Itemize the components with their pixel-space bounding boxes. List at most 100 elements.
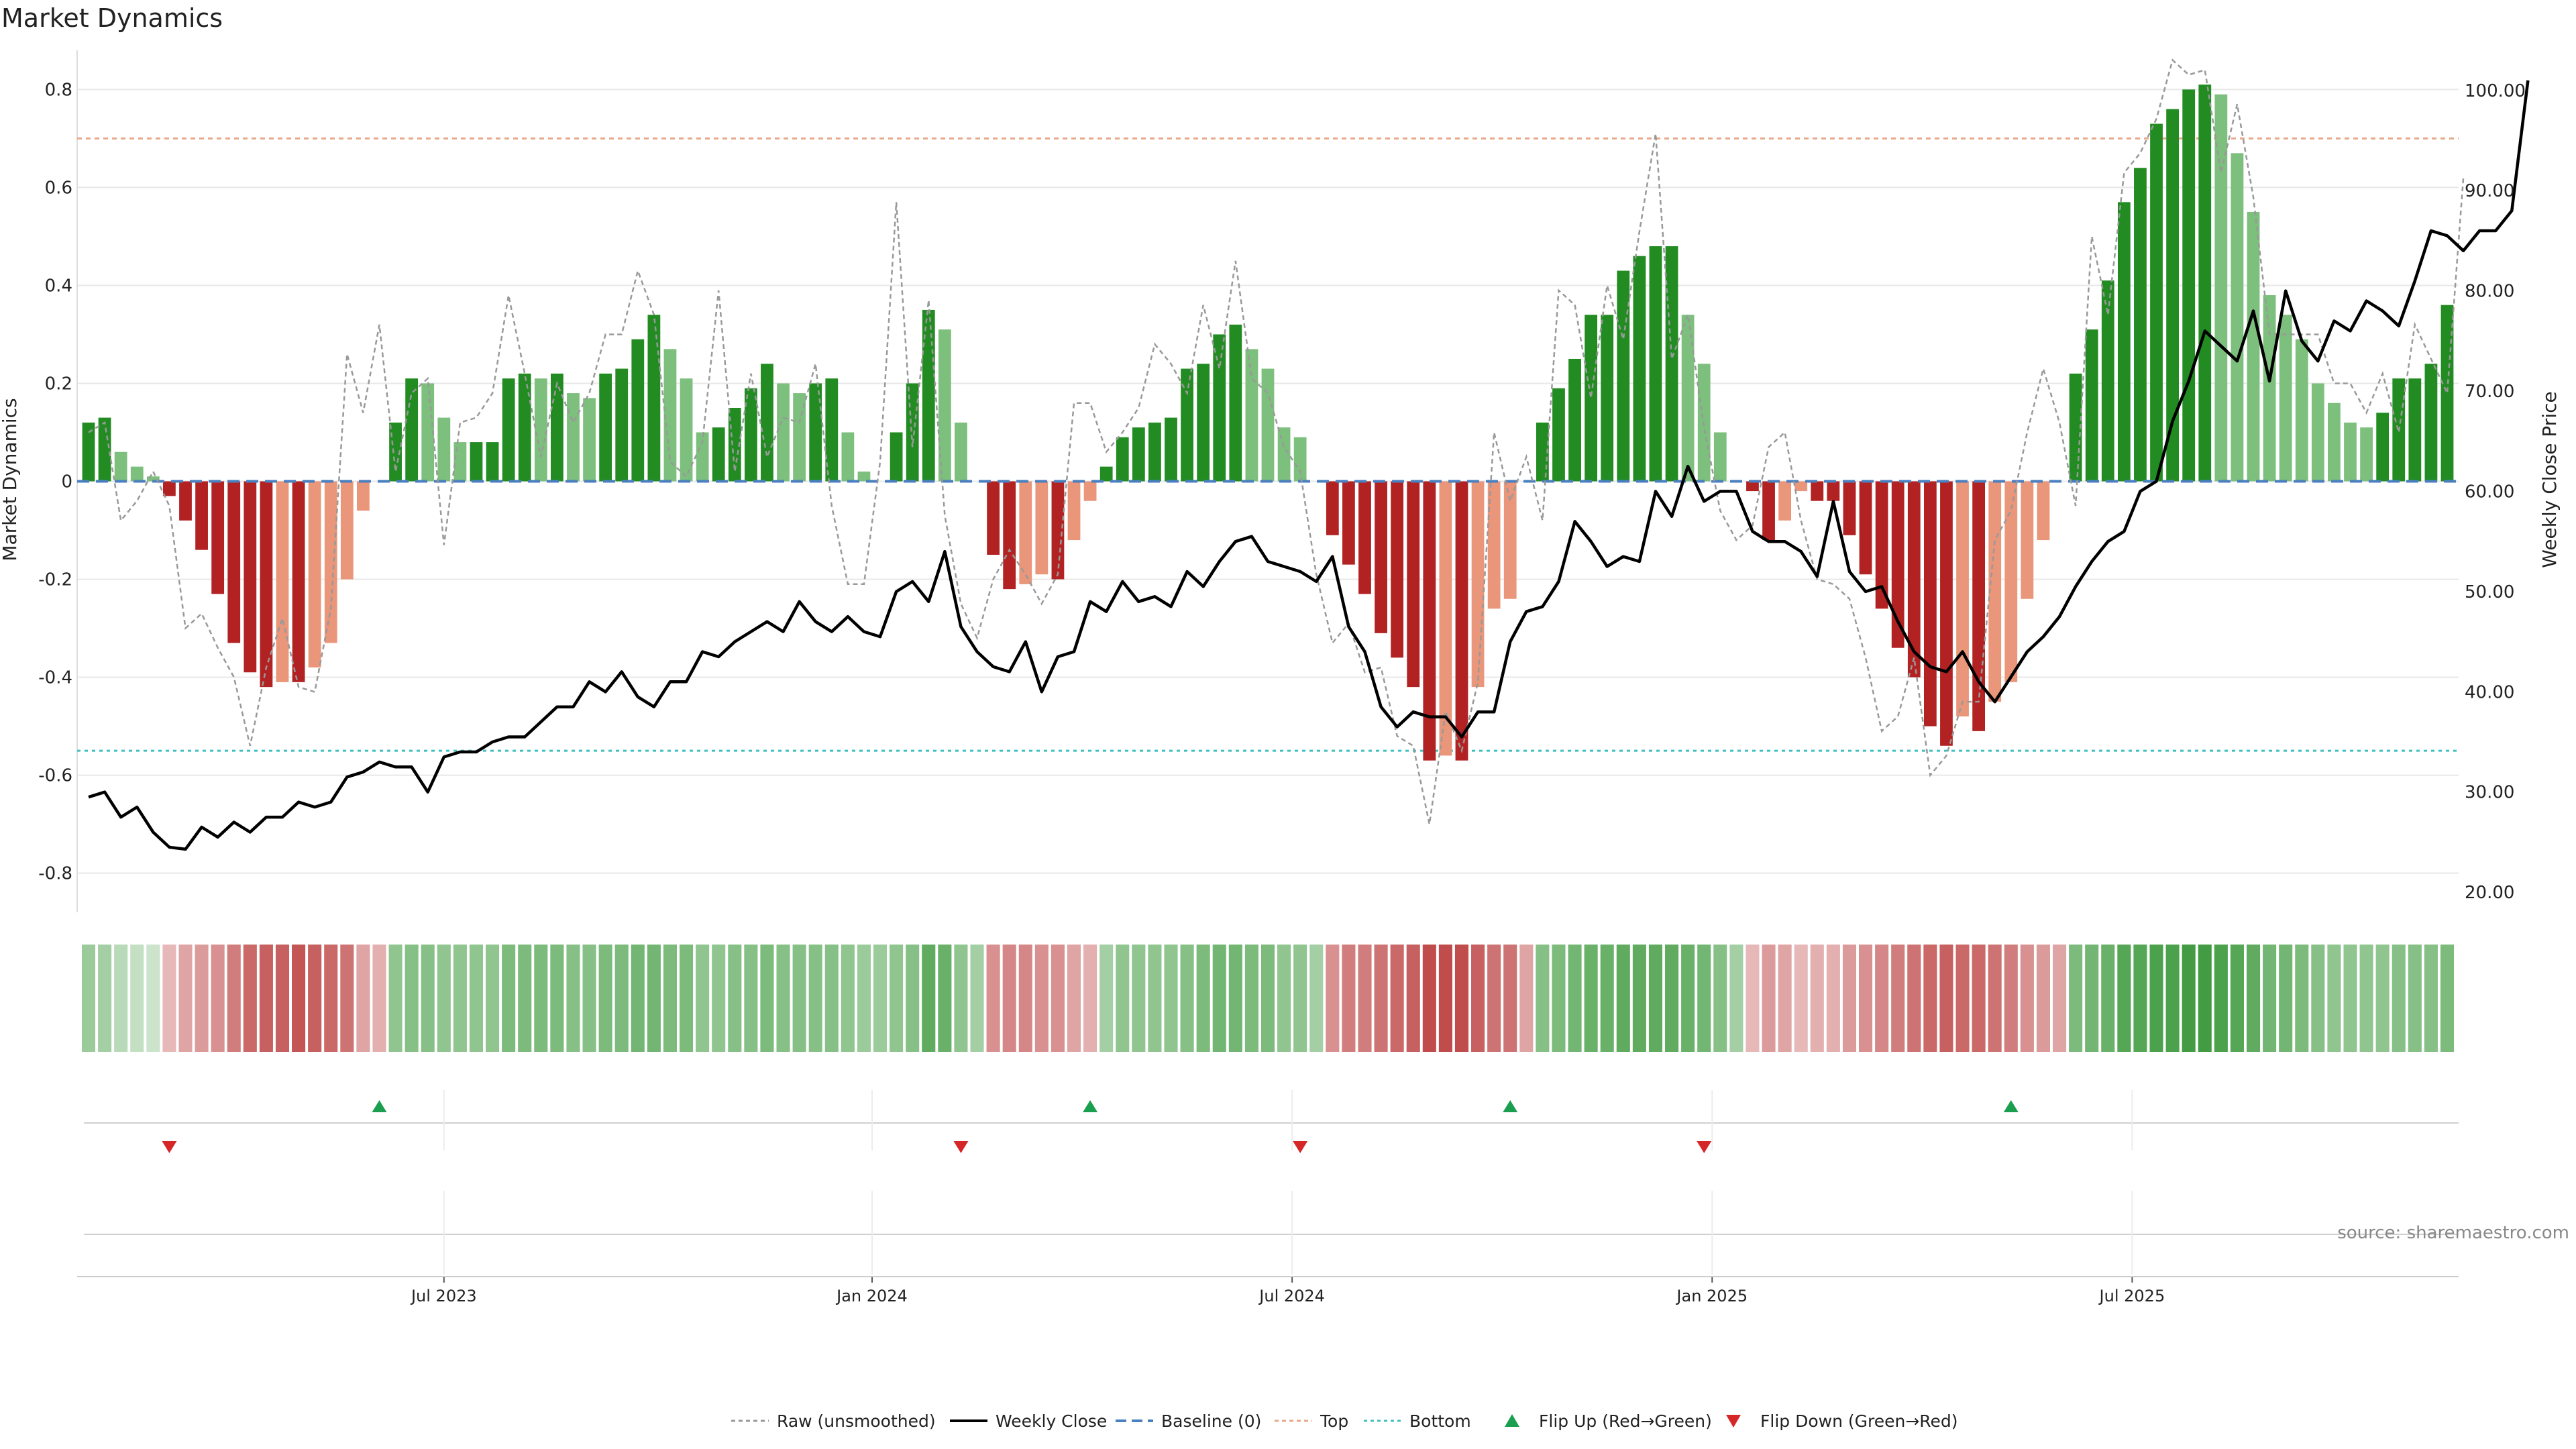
heat-cell <box>1681 945 1695 1052</box>
heat-cell <box>986 945 1000 1052</box>
smoothed-bar <box>841 432 855 482</box>
heat-cell <box>1503 945 1517 1052</box>
smoothed-bar <box>1923 481 1937 727</box>
heat-cell <box>1228 945 1242 1052</box>
x-tick-label: Jul 2025 <box>2098 1287 2165 1305</box>
heat-cell <box>744 945 758 1052</box>
smoothed-bar <box>663 349 677 482</box>
smoothed-bar <box>2344 422 2357 482</box>
heat-cell <box>2311 945 2325 1052</box>
heat-cell <box>243 945 257 1052</box>
smoothed-bar <box>1083 481 1097 501</box>
heat-cell <box>2230 945 2244 1052</box>
y-right-tick-label: 60.00 <box>2465 482 2514 502</box>
smoothed-bar <box>1245 349 1258 482</box>
heat-cell <box>130 945 144 1052</box>
heat-cell <box>1665 945 1679 1052</box>
smoothed-bar <box>340 481 354 580</box>
smoothed-bar <box>809 383 822 482</box>
heat-cell <box>1955 945 1970 1052</box>
heat-cell <box>1471 945 1485 1052</box>
x-axis: Jul 2023 Jan 2024 Jul 2024 Jan 2025 Jul 2025 <box>77 1090 2459 1305</box>
smoothed-bar <box>1035 481 1049 575</box>
legend-flip-down-swatch <box>1726 1415 1741 1428</box>
heat-cell <box>1067 945 1081 1052</box>
smoothed-bar <box>1940 481 1953 746</box>
smoothed-bar <box>1794 481 1808 492</box>
smoothed-bar <box>2134 168 2147 482</box>
flip-down-marker <box>1293 1141 1308 1153</box>
legend-label-close: Weekly Close <box>996 1411 1107 1431</box>
heat-cell <box>1778 945 1792 1052</box>
smoothed-bar <box>938 329 951 482</box>
y-left-tick-label: 0.2 <box>45 374 72 394</box>
smoothed-bar <box>1067 481 1081 541</box>
heat-cell <box>631 945 645 1052</box>
smoothed-bar <box>292 481 305 682</box>
smoothed-bar <box>1778 481 1792 521</box>
smoothed-bar <box>1633 256 1646 482</box>
weekly-close-line <box>88 80 2530 851</box>
heat-cell <box>647 945 661 1052</box>
smoothed-bar <box>2004 481 2018 682</box>
smoothed-bar <box>357 481 370 511</box>
heat-cell <box>728 945 742 1052</box>
heat-cell <box>2327 945 2341 1052</box>
heat-cell <box>1326 945 1340 1052</box>
heat-cell <box>81 945 96 1052</box>
smoothed-bar <box>114 451 127 482</box>
smoothed-bar <box>906 383 919 482</box>
heat-cell <box>890 945 904 1052</box>
smoothed-bar <box>2376 413 2390 482</box>
smoothed-bar <box>1859 481 1872 575</box>
legend-label-bottom: Bottom <box>1409 1411 1471 1431</box>
heat-cell <box>922 945 936 1052</box>
heat-cell <box>2440 945 2455 1052</box>
smoothed-bar <box>98 417 111 482</box>
heat-cell <box>2004 945 2018 1052</box>
heat-cell <box>146 945 160 1052</box>
heat-cell <box>1972 945 1986 1052</box>
heat-cell <box>857 945 871 1052</box>
heat-cell <box>954 945 968 1052</box>
smoothed-bar <box>195 481 208 550</box>
smoothed-bar <box>2279 315 2292 482</box>
smoothed-bar <box>163 481 176 496</box>
heat-cell <box>2165 945 2180 1052</box>
smoothed-bar <box>2069 373 2082 482</box>
heat-cell <box>469 945 484 1052</box>
heat-cell <box>1374 945 1388 1052</box>
heat-cell <box>2052 945 2067 1052</box>
y-axis-right-label: Weekly Close Price <box>2538 391 2561 568</box>
smoothed-bar <box>987 481 1000 555</box>
smoothed-bar <box>1165 417 1177 482</box>
heat-cell <box>1875 945 1889 1052</box>
heat-cell <box>776 945 790 1052</box>
heat-cell <box>1180 945 1194 1052</box>
flip-up-marker <box>2003 1100 2019 1112</box>
smoothed-bar <box>696 432 709 482</box>
heat-cell <box>1212 945 1226 1052</box>
heat-cell <box>2182 945 2196 1052</box>
heat-cell <box>760 945 774 1052</box>
heat-cell <box>1293 945 1307 1052</box>
heat-cell <box>324 945 338 1052</box>
heat-cell <box>2198 945 2212 1052</box>
heat-cell <box>211 945 225 1052</box>
smoothed-bar <box>890 432 903 482</box>
smoothed-bar <box>1617 270 1630 482</box>
heat-cell <box>1390 945 1404 1052</box>
heat-cell <box>308 945 322 1052</box>
heat-cell <box>614 945 629 1052</box>
heat-cell <box>1859 945 1873 1052</box>
heat-cell <box>1422 945 1436 1052</box>
heat-cell <box>2295 945 2309 1052</box>
heat-cell <box>114 945 128 1052</box>
heat-cell <box>356 945 370 1052</box>
smoothed-bar <box>2408 378 2422 482</box>
smoothed-bar <box>1261 368 1275 482</box>
smoothed-bar <box>1229 324 1242 482</box>
smoothed-bar <box>276 481 289 682</box>
y-left-tick-label: 0 <box>61 472 72 492</box>
heat-cell <box>1600 945 1614 1052</box>
